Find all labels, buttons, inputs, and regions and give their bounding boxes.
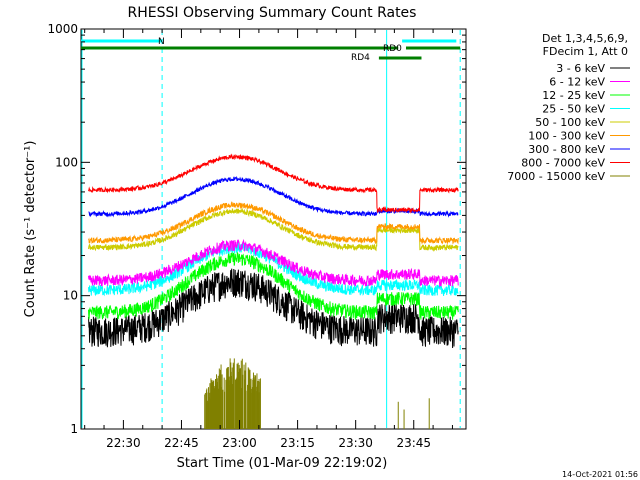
- legend-label: 800 - 7000 keV: [521, 157, 605, 170]
- x-tick-label: 23:30: [338, 436, 373, 450]
- y-tick-label: 100: [55, 155, 78, 169]
- x-tick-label: 23:00: [222, 436, 257, 450]
- chart-title: RHESSI Observing Summary Count Rates: [128, 5, 417, 21]
- plot-frame: [80, 28, 467, 430]
- legend-label: 50 - 100 keV: [535, 116, 605, 129]
- x-axis: 22:30 22:45 23:00 23:15 23:30 23:45: [84, 29, 453, 450]
- series-line: [88, 207, 459, 252]
- legend-label: 3 - 6 keV: [556, 62, 605, 75]
- y-tick-label: 1000: [47, 22, 78, 36]
- y-axis-label: Count Rate (s⁻¹ detector⁻¹): [23, 141, 38, 318]
- flag-label: RD0: [383, 44, 402, 54]
- legend-header: FDecim 1, Att 0: [543, 45, 628, 58]
- x-tick-label: 22:30: [106, 436, 141, 450]
- legend-label: 7000 - 15000 keV: [507, 170, 605, 183]
- y-tick-label: 10: [63, 289, 78, 303]
- x-tick-label: 22:45: [164, 436, 199, 450]
- series-line: [88, 238, 459, 288]
- legend-label: 25 - 50 keV: [542, 103, 605, 116]
- y-tick-label: 1: [70, 422, 78, 436]
- flag-bars: N RD0 RD4: [81, 37, 461, 63]
- x-tick-label: 23:45: [396, 436, 431, 450]
- timestamp: 14-Oct-2021 01:56: [562, 470, 638, 479]
- series-line: [88, 251, 459, 321]
- legend-label: 300 - 800 keV: [528, 143, 605, 156]
- series-line: [88, 153, 459, 214]
- x-axis-label: Start Time (01-Mar-09 22:19:02): [177, 456, 388, 471]
- legend-label: 100 - 300 keV: [528, 130, 605, 143]
- plot-area: [80, 28, 467, 430]
- flag-label: RD4: [351, 53, 370, 63]
- legend-label: 6 - 12 keV: [549, 76, 605, 89]
- series-line: [88, 268, 459, 349]
- series-layer: [88, 153, 459, 429]
- flag-label: N: [158, 37, 165, 47]
- series-line: [88, 201, 459, 245]
- legend-header: Det 1,3,4,5,6,9,: [542, 32, 628, 45]
- x-tick-label: 23:15: [280, 436, 315, 450]
- legend: Det 1,3,4,5,6,9,FDecim 1, Att 0 3 - 6 keV…: [507, 32, 630, 183]
- y-axis: 1 10 100 1000: [47, 22, 466, 436]
- legend-label: 12 - 25 keV: [542, 89, 605, 102]
